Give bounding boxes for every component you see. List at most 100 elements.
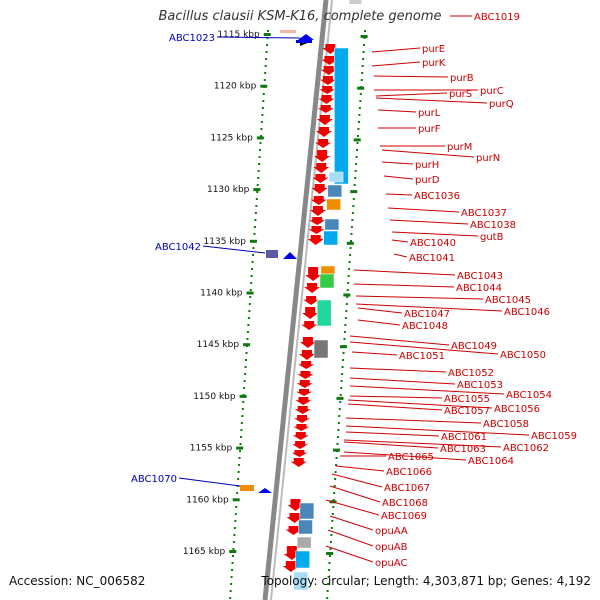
- dotted-guide-left: [259, 149, 262, 151]
- dotted-guide-right: [362, 58, 365, 60]
- dotted-guide-left: [251, 268, 254, 270]
- cog-color-block-left: [266, 250, 278, 258]
- reverse-gene-arrow: [314, 150, 331, 162]
- right-feature-label: purS: [449, 89, 472, 100]
- dotted-guide-right: [347, 275, 350, 277]
- dotted-guide-right: [354, 170, 357, 172]
- scale-tick-mark-right: [343, 293, 351, 297]
- dotted-guide-left: [238, 457, 241, 459]
- right-label-leader: [353, 283, 455, 288]
- dotted-guide-right: [350, 240, 352, 242]
- right-feature-label: gutB: [480, 232, 504, 243]
- right-label-leader: [383, 175, 414, 180]
- right-label-leader: [349, 335, 450, 346]
- scale-tick-mark: [236, 446, 244, 450]
- dotted-guide-left: [232, 548, 235, 550]
- right-feature-label: ABC1053: [457, 380, 503, 391]
- reverse-gene-arrow: [308, 226, 325, 234]
- right-feature-label: ABC1055: [444, 394, 490, 405]
- reverse-gene-arrow: [318, 95, 335, 104]
- left-label-leader: [216, 36, 301, 39]
- dotted-guide-left: [260, 128, 263, 130]
- dotted-guide-right: [359, 100, 362, 102]
- scale-tick-mark-right: [339, 345, 347, 349]
- dotted-guide-left: [245, 359, 248, 361]
- dotted-guide-left: [241, 415, 244, 417]
- right-feature-label: ABC1062: [503, 443, 549, 454]
- dotted-guide-right: [355, 163, 358, 165]
- dotted-guide-left: [242, 401, 245, 403]
- reverse-gene-arrow: [315, 139, 332, 148]
- dotted-guide-right: [350, 233, 353, 235]
- dotted-guide-right: [336, 443, 339, 445]
- reverse-gene-arrow: [322, 44, 339, 54]
- dotted-guide-right: [338, 415, 341, 417]
- right-feature-label: ABC1044: [456, 283, 502, 294]
- dotted-guide-right: [351, 219, 354, 221]
- genome-backbone: [262, 0, 329, 600]
- scale-tick-label: 1150 kbp: [193, 392, 236, 402]
- dotted-guide-right: [356, 142, 359, 144]
- cog-color-block: [296, 536, 312, 549]
- dotted-guide-left: [243, 387, 246, 389]
- cog-color-block: [298, 519, 313, 535]
- cog-color-block: [293, 571, 309, 591]
- right-label-leader: [345, 425, 530, 436]
- right-label-leader: [329, 485, 381, 503]
- dotted-guide-right: [360, 79, 363, 81]
- dotted-guide-right: [352, 205, 355, 207]
- right-feature-label: purN: [476, 153, 500, 164]
- dotted-guide-left: [245, 352, 248, 354]
- dotted-guide-left: [264, 72, 267, 74]
- right-label-leader: [351, 351, 398, 356]
- dotted-guide-right: [335, 457, 338, 459]
- right-label-leader: [393, 253, 408, 258]
- reverse-gene-arrow: [296, 380, 313, 388]
- dotted-guide-left: [246, 338, 249, 340]
- right-feature-label: ABC1036: [414, 191, 460, 202]
- dotted-guide-left: [257, 170, 260, 172]
- dotted-guide-left: [247, 324, 250, 326]
- reverse-gene-arrow: [291, 450, 308, 457]
- dotted-guide-left: [255, 205, 258, 207]
- right-feature-label: ABC1069: [381, 511, 427, 522]
- right-feature-label: ABC1054: [506, 390, 552, 401]
- reverse-gene-arrow: [290, 458, 307, 467]
- dotted-guide-right: [358, 107, 361, 109]
- right-feature-label: purC: [480, 86, 504, 97]
- reverse-gene-arrow: [292, 441, 309, 449]
- dotted-guide-left: [248, 303, 251, 305]
- dotted-guide-right: [350, 226, 353, 228]
- dotted-guide-left: [254, 212, 257, 214]
- dotted-guide-right: [347, 282, 350, 284]
- dotted-guide-right: [334, 471, 337, 473]
- dotted-guide-right: [339, 401, 342, 403]
- right-feature-label: ABC1047: [404, 309, 450, 320]
- right-label-leader: [349, 385, 505, 395]
- dotted-guide-right: [353, 184, 356, 186]
- dotted-guide-left: [259, 142, 262, 144]
- dotted-guide-right: [344, 324, 347, 326]
- right-label-leader: [357, 307, 403, 314]
- dotted-guide-left: [249, 289, 252, 291]
- cog-color-block: [328, 171, 344, 183]
- dotted-guide-right: [330, 534, 333, 536]
- cog-color-block: [327, 184, 343, 198]
- reverse-gene-arrow: [320, 66, 337, 75]
- dotted-guide-right: [354, 177, 357, 179]
- reverse-gene-arrow: [286, 513, 303, 523]
- right-label-leader: [343, 441, 439, 449]
- scale-tick-label: 1120 kbp: [214, 82, 257, 92]
- right-label-leader: [355, 303, 503, 312]
- scale-tick-mark-right: [346, 241, 354, 245]
- dotted-guide-right: [340, 380, 343, 382]
- dotted-guide-left: [262, 100, 265, 102]
- right-feature-label: ABC1057: [444, 406, 490, 417]
- dotted-guide-right: [357, 135, 359, 137]
- dotted-guide-left: [231, 569, 234, 571]
- dotted-guide-left: [233, 527, 236, 529]
- scale-tick-mark-right: [326, 552, 334, 555]
- dotted-guide-right: [345, 310, 348, 312]
- left-feature-label: ABC1023: [169, 33, 215, 44]
